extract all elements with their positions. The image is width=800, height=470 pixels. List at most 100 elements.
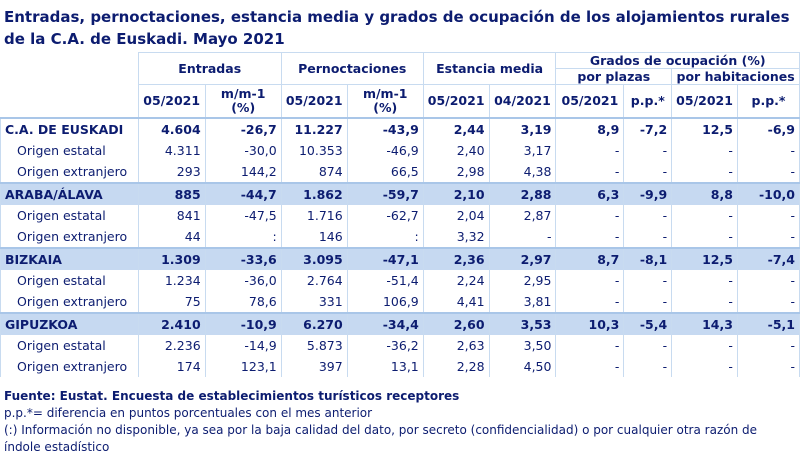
cell: 2,63	[422, 334, 490, 356]
col-pern-05: 05/2021	[280, 84, 348, 118]
cell: -34,4	[346, 311, 424, 335]
cell: -	[736, 204, 800, 226]
corner	[0, 52, 139, 85]
cell: -	[671, 204, 738, 226]
col-entradas-mm: m/m-1 (%)	[204, 84, 282, 118]
cell: 4.311	[137, 139, 206, 161]
cell: -9,9	[623, 181, 673, 205]
cell: 841	[137, 204, 206, 226]
cell: 1.234	[137, 269, 206, 291]
cell: 8,9	[555, 116, 625, 140]
cell: -	[555, 139, 625, 161]
col-hab-05: 05/2021	[671, 84, 738, 118]
row-label: Origen extranjero	[0, 225, 139, 248]
cell: -	[623, 160, 673, 183]
row-label: BIZKAIA	[0, 246, 139, 270]
table-row: BIZKAIA 1.309 -33,6 3.095 -47,1 2,36 2,97 8,7 -8…	[0, 246, 800, 270]
header-estancia: Estancia media	[422, 52, 557, 85]
col-hab-pp: p.p.*	[736, 84, 800, 118]
cell: -47,1	[346, 246, 424, 270]
cell: -	[488, 225, 557, 248]
row-label: Origen estatal	[0, 334, 139, 356]
cell: 174	[137, 355, 206, 377]
cell: -47,5	[204, 204, 282, 226]
row-label: Origen estatal	[0, 269, 139, 291]
cell: 10,3	[555, 311, 625, 335]
cell: -	[671, 355, 738, 377]
cell: -	[623, 334, 673, 356]
cell: 2,40	[422, 139, 490, 161]
footer: Fuente: Eustat. Encuesta de establecimie…	[4, 388, 794, 456]
cell: -33,6	[204, 246, 282, 270]
cell: -	[671, 334, 738, 356]
cell: 146	[280, 225, 348, 248]
corner2	[0, 84, 139, 118]
data-table: Entradas Pernoctaciones Estancia media G…	[0, 52, 800, 377]
table-row: Origen extranjero 293 144,2 874 66,5 2,98 4,38…	[0, 160, 800, 183]
cell: 3,53	[488, 311, 557, 335]
cell: 1.716	[280, 204, 348, 226]
cell: -	[623, 355, 673, 377]
cell: 4,50	[488, 355, 557, 377]
cell: 75	[137, 290, 206, 313]
colon-note: (:) Información no disponible, ya sea po…	[4, 423, 758, 454]
cell: -36,0	[204, 269, 282, 291]
col-plazas-pp: p.p.*	[623, 84, 673, 118]
cell: 6,3	[555, 181, 625, 205]
table-row: Origen extranjero 75 78,6 331 106,9 4,41 3,81-…	[0, 290, 800, 313]
cell: -30,0	[204, 139, 282, 161]
cell: 66,5	[346, 160, 424, 183]
cell: 12,5	[671, 116, 738, 140]
cell: 3,32	[422, 225, 490, 248]
cell: 14,3	[671, 311, 738, 335]
cell: -	[623, 204, 673, 226]
row-label: Origen estatal	[0, 139, 139, 161]
cell: 2,87	[488, 204, 557, 226]
cell: -	[671, 160, 738, 183]
cell: 2,95	[488, 269, 557, 291]
row-label: Origen extranjero	[0, 290, 139, 313]
cell: 3,50	[488, 334, 557, 356]
cell: 10.353	[280, 139, 348, 161]
row-label: GIPUZKOA	[0, 311, 139, 335]
cell: 4,38	[488, 160, 557, 183]
cell: -46,9	[346, 139, 424, 161]
cell: 293	[137, 160, 206, 183]
col-estancia-04: 04/2021	[488, 84, 557, 118]
row-label: Origen extranjero	[0, 160, 139, 183]
cell: 2,24	[422, 269, 490, 291]
cell: -	[671, 139, 738, 161]
cell: 144,2	[204, 160, 282, 183]
cell: -	[736, 290, 800, 313]
cell: -36,2	[346, 334, 424, 356]
cell: 13,1	[346, 355, 424, 377]
cell: 2,60	[422, 311, 490, 335]
cell: 2,36	[422, 246, 490, 270]
cell: 44	[137, 225, 206, 248]
cell: -	[555, 204, 625, 226]
cell: -	[555, 160, 625, 183]
cell: 8,8	[671, 181, 738, 205]
cell: -	[736, 160, 800, 183]
cell: -59,7	[346, 181, 424, 205]
cell: -	[623, 139, 673, 161]
cell: 4,41	[422, 290, 490, 313]
row-label: C.A. DE EUSKADI	[0, 116, 139, 140]
table-row: Origen extranjero 174 123,1 397 13,1 2,28 4,50…	[0, 355, 800, 377]
cell: 2,28	[422, 355, 490, 377]
table-row: ARABA/ÁLAVA 885 -44,7 1.862 -59,7 2,10 2,88 6,3…	[0, 181, 800, 205]
row-label: Origen extranjero	[0, 355, 139, 377]
pp-note: p.p.*= diferencia en puntos porcentuales…	[4, 406, 373, 420]
cell: 6.270	[280, 311, 348, 335]
cell: -14,9	[204, 334, 282, 356]
cell: 11.227	[280, 116, 348, 140]
header-plazas: por plazas	[555, 68, 673, 85]
header-pernoctaciones: Pernoctaciones	[280, 52, 424, 85]
cell: 106,9	[346, 290, 424, 313]
cell: 4.604	[137, 116, 206, 140]
table-row: Origen estatal 2.236 -14,9 5.873 -36,2 2,63 3,…	[0, 334, 800, 356]
cell: -51,4	[346, 269, 424, 291]
cell: -7,2	[623, 116, 673, 140]
cell: -	[671, 225, 738, 248]
cell: :	[346, 225, 424, 248]
